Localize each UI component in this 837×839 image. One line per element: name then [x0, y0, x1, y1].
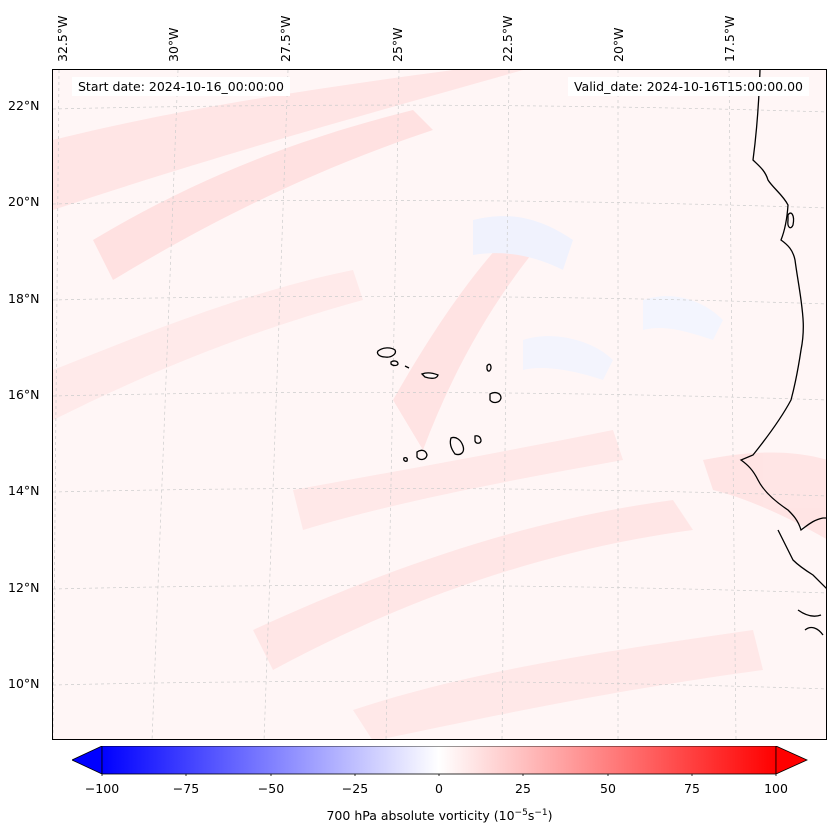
lon-label: 17.5°W [722, 15, 737, 62]
lon-label: 30°W [166, 27, 181, 62]
lon-label: 22.5°W [500, 15, 515, 62]
colorbar-label: 700 hPa absolute vorticity (10−5s−1) [326, 808, 553, 824]
colorbar [72, 746, 808, 776]
vorticity-field [53, 70, 826, 739]
lat-label: 22°N [8, 98, 40, 113]
map-panel [52, 69, 827, 740]
coastline [739, 70, 826, 636]
lat-label: 20°N [8, 194, 40, 209]
graticule [53, 70, 826, 739]
lat-label: 14°N [8, 483, 40, 498]
colorbar-tick: −75 [172, 781, 200, 796]
lon-label: 25°W [390, 27, 405, 62]
lat-label: 18°N [8, 291, 40, 306]
colorbar-tick: 25 [515, 781, 531, 796]
cape-verde-islands [376, 347, 502, 462]
colorbar-tick: −50 [257, 781, 285, 796]
colorbar-tick: 75 [684, 781, 700, 796]
lat-label: 10°N [8, 676, 40, 691]
colorbar-tick: 50 [600, 781, 616, 796]
valid-date-label: Valid_date: 2024-10-16T15:00:00.00 [567, 77, 809, 96]
lon-label: 27.5°W [278, 15, 293, 62]
colorbar-tick: 0 [435, 781, 443, 796]
colorbar-max-arrow [775, 746, 808, 775]
colorbar-min-arrow [72, 746, 103, 775]
colorbar-tick: 100 [764, 781, 788, 796]
start-date-label: Start date: 2024-10-16_00:00:00 [72, 77, 290, 96]
lon-label: 32.5°W [55, 15, 70, 62]
lat-label: 16°N [8, 387, 40, 402]
lat-label: 12°N [8, 580, 40, 595]
colorbar-tick: −100 [84, 781, 120, 796]
colorbar-gradient [101, 746, 777, 775]
colorbar-tick: −25 [341, 781, 369, 796]
lon-label: 20°W [611, 27, 626, 62]
map-canvas [53, 70, 826, 739]
